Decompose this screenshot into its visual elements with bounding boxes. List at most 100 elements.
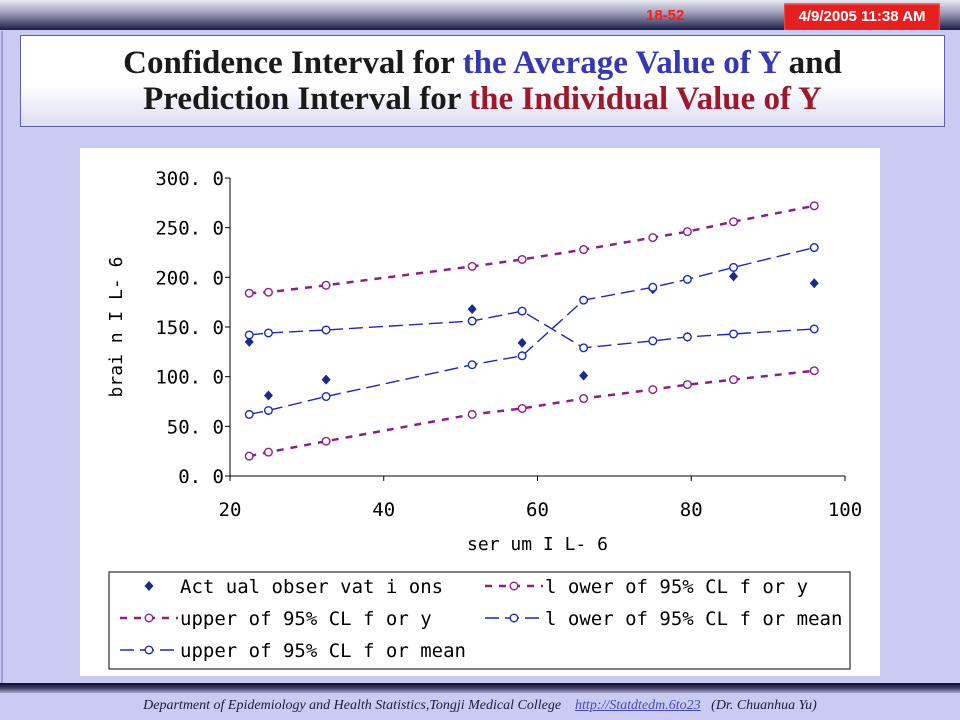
data-point	[321, 436, 331, 446]
x-tick-label: 20	[219, 499, 242, 521]
series-2	[244, 201, 819, 298]
data-point	[321, 280, 331, 290]
data-point	[467, 304, 477, 315]
data-point	[579, 343, 589, 353]
data-point	[467, 316, 477, 326]
data-point	[467, 409, 477, 419]
title-line1-part3: and	[780, 45, 842, 81]
footer-bar	[0, 683, 960, 693]
data-point	[579, 370, 589, 381]
scatter-chart: 0. 0 50. 0 100. 0 150. 0 200. 0 250. 0 300. 0 2…	[106, 168, 862, 670]
data-point	[321, 325, 331, 335]
x-tick-label: 80	[680, 499, 703, 521]
series-line	[249, 246, 815, 416]
legend-marker	[144, 613, 154, 623]
legend-label: upper of 95% CL f or y	[180, 608, 432, 630]
data-point	[729, 217, 739, 227]
data-point	[263, 328, 273, 338]
data-point	[263, 287, 273, 297]
title-average-value-phrase: the Average Value of Y	[462, 45, 781, 81]
data-point	[244, 288, 254, 298]
data-point	[809, 278, 819, 289]
data-point	[729, 262, 739, 272]
data-point	[263, 405, 273, 415]
legend-marker	[509, 613, 519, 623]
data-point	[682, 380, 692, 390]
title-line1-part1: Confidence Interval for	[123, 45, 463, 81]
chart-axes: 0. 0 50. 0 100. 0 150. 0 200. 0 250. 0 300. 0 2…	[106, 168, 862, 555]
legend-label: l ower of 95% CL f or y	[545, 576, 808, 598]
data-point	[244, 451, 254, 461]
footer-link[interactable]: http://Statdtedm.6to23	[575, 698, 701, 713]
data-point	[321, 374, 331, 385]
series-4	[244, 243, 819, 419]
legend-marker	[509, 581, 519, 591]
legend-entry-3: l ower of 95% CL f or mean	[485, 608, 842, 630]
legend-entry-4: upper of 95% CL f or mean	[120, 640, 466, 662]
data-point	[517, 403, 527, 413]
data-point	[579, 394, 589, 404]
title-line2-part1: Prediction Interval for	[143, 81, 470, 117]
slide-title: Confidence Interval for the Average Valu…	[20, 35, 945, 127]
title-line-2: Prediction Interval for the Individual V…	[21, 81, 944, 117]
data-point	[263, 447, 273, 457]
data-point	[244, 409, 254, 419]
legend-marker	[144, 645, 154, 655]
data-point	[809, 366, 819, 376]
x-tick-label: 40	[372, 499, 395, 521]
y-tick-label: 200. 0	[155, 267, 224, 289]
data-point	[244, 330, 254, 340]
y-tick-label: 300. 0	[155, 168, 224, 190]
y-tick-label: 250. 0	[155, 218, 224, 240]
left-border-line	[1, 31, 3, 683]
chart-legend: Act ual obser vat i ons l ower of 95% CL …	[108, 571, 851, 670]
data-point	[682, 332, 692, 342]
legend-entry-2: upper of 95% CL f or y	[120, 608, 432, 630]
footer-author: (Dr. Chuanhua Yu)	[711, 698, 817, 713]
legend-label: Act ual obser vat i ons	[180, 576, 443, 598]
series-line	[248, 369, 815, 458]
legend-marker	[144, 581, 154, 591]
legend-label: upper of 95% CL f or mean	[180, 640, 466, 662]
data-point	[809, 201, 819, 211]
data-point	[579, 245, 589, 255]
data-point	[682, 274, 692, 284]
chart-panel: 0. 0 50. 0 100. 0 150. 0 200. 0 250. 0 300. 0 2…	[80, 148, 880, 676]
y-axis-title: brai n I L- 6	[106, 257, 127, 398]
data-point	[682, 227, 692, 237]
y-tick-label: 0. 0	[178, 466, 224, 488]
data-point	[809, 324, 819, 334]
footer: Department of Epidemiology and Health St…	[0, 698, 960, 714]
y-tick-label: 100. 0	[155, 367, 224, 389]
series-3	[244, 306, 819, 353]
x-tick-label: 100	[828, 499, 862, 521]
series-line	[249, 310, 815, 349]
footer-department: Department of Epidemiology and Health St…	[143, 698, 562, 713]
data-point	[729, 271, 739, 282]
legend-entry-0: Act ual obser vat i ons	[144, 576, 443, 598]
timestamp-badge: 4/9/2005 11:38 AM	[784, 3, 940, 30]
series-line	[249, 204, 815, 295]
data-point	[648, 385, 658, 395]
data-point	[244, 336, 254, 347]
chart-series	[244, 201, 819, 461]
x-axis-title: ser um I L- 6	[467, 534, 608, 555]
legend-entry-1: l ower of 95% CL f or y	[485, 576, 808, 598]
data-point	[648, 282, 658, 292]
slide-number: 18-52	[646, 7, 685, 24]
data-point	[467, 261, 477, 271]
data-point	[263, 390, 273, 401]
y-tick-label: 50. 0	[167, 416, 224, 438]
data-point	[648, 233, 658, 243]
data-point	[517, 306, 527, 316]
legend-box	[108, 571, 851, 670]
data-point	[729, 329, 739, 339]
data-point	[467, 360, 477, 370]
data-point	[517, 254, 527, 264]
data-point	[809, 243, 819, 253]
title-individual-value-phrase: the Individual Value of Y	[469, 81, 822, 117]
data-point	[321, 392, 331, 402]
data-point	[648, 336, 658, 346]
data-point	[729, 375, 739, 385]
data-point	[517, 337, 527, 348]
